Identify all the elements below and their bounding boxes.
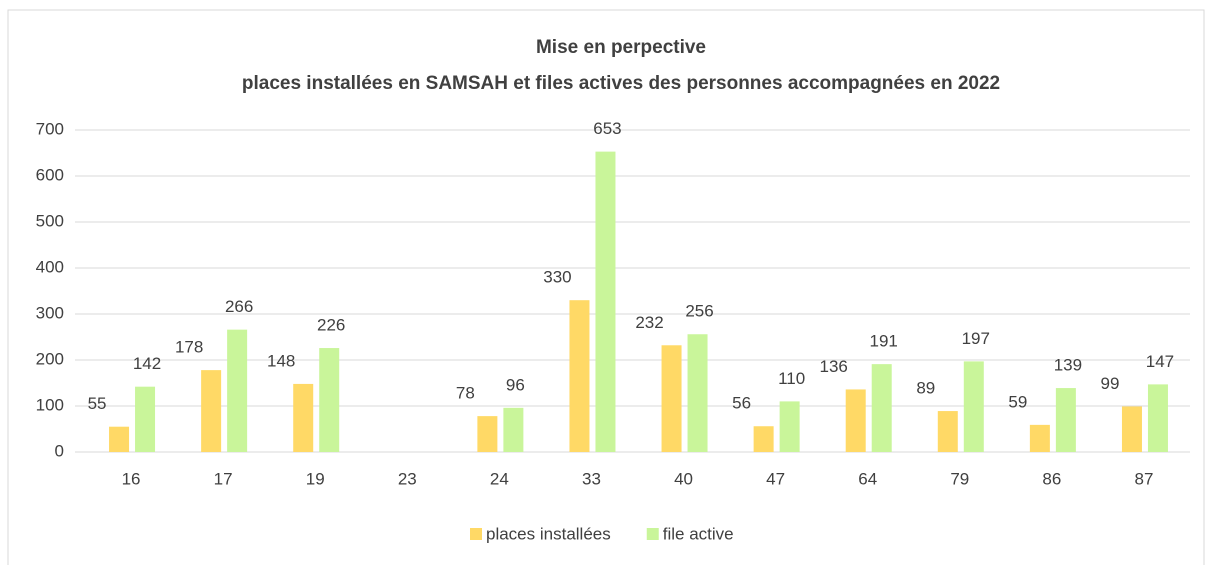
x-tick-label: 79 bbox=[950, 469, 969, 488]
value-label: 232 bbox=[635, 313, 663, 332]
value-label: 55 bbox=[88, 394, 107, 413]
value-label: 89 bbox=[916, 379, 935, 398]
bar bbox=[109, 426, 130, 452]
value-label: 256 bbox=[685, 302, 713, 321]
x-tick-label: 23 bbox=[398, 469, 417, 488]
y-tick-label: 500 bbox=[36, 211, 64, 230]
x-tick-label: 87 bbox=[1134, 469, 1153, 488]
value-label: 139 bbox=[1054, 356, 1082, 375]
chart-title: Mise en perpective bbox=[536, 37, 706, 58]
bar bbox=[845, 389, 866, 452]
value-label: 59 bbox=[1008, 392, 1027, 411]
x-tick-label: 47 bbox=[766, 469, 785, 488]
value-label: 178 bbox=[175, 338, 203, 357]
value-label: 197 bbox=[962, 329, 990, 348]
bar bbox=[227, 329, 248, 452]
y-tick-label: 200 bbox=[36, 349, 64, 368]
value-label: 96 bbox=[506, 375, 525, 394]
bar bbox=[503, 407, 524, 452]
y-tick-label: 400 bbox=[36, 257, 64, 276]
x-tick-label: 40 bbox=[674, 469, 693, 488]
legend-swatch bbox=[470, 528, 482, 540]
value-label: 191 bbox=[870, 332, 898, 351]
bar bbox=[569, 300, 590, 452]
value-label: 147 bbox=[1146, 352, 1174, 371]
y-tick-label: 0 bbox=[55, 441, 64, 460]
x-tick-label: 64 bbox=[858, 469, 877, 488]
bar bbox=[963, 361, 984, 452]
y-tick-label: 700 bbox=[36, 119, 64, 138]
chart-subtitle: places installées en SAMSAH et files act… bbox=[242, 73, 1000, 94]
x-tick-label: 19 bbox=[306, 469, 325, 488]
bar bbox=[687, 334, 708, 452]
value-label: 110 bbox=[778, 369, 805, 388]
value-label: 266 bbox=[225, 297, 253, 316]
value-label: 136 bbox=[820, 357, 848, 376]
bar bbox=[779, 401, 800, 452]
x-tick-label: 17 bbox=[214, 469, 233, 488]
y-tick-label: 300 bbox=[36, 303, 64, 322]
value-label: 653 bbox=[593, 119, 621, 138]
bar bbox=[201, 370, 222, 452]
value-label: 56 bbox=[732, 394, 751, 413]
value-label: 226 bbox=[317, 316, 345, 335]
x-tick-label: 24 bbox=[490, 469, 509, 488]
value-label: 142 bbox=[133, 354, 161, 373]
bar bbox=[871, 364, 892, 452]
bar bbox=[753, 426, 774, 452]
bar bbox=[1029, 424, 1050, 452]
value-label: 99 bbox=[1100, 374, 1119, 393]
x-tick-label: 33 bbox=[582, 469, 601, 488]
bar bbox=[1147, 384, 1168, 452]
value-label: 148 bbox=[267, 351, 295, 370]
value-label: 78 bbox=[456, 384, 475, 403]
bar bbox=[477, 416, 498, 452]
bar bbox=[293, 383, 314, 452]
bar bbox=[937, 411, 958, 452]
legend-label: places installées bbox=[486, 524, 611, 543]
bar bbox=[1121, 406, 1142, 452]
bar bbox=[1055, 388, 1076, 452]
y-tick-label: 100 bbox=[36, 395, 64, 414]
bar bbox=[319, 348, 340, 452]
x-tick-label: 16 bbox=[122, 469, 141, 488]
bar bbox=[135, 386, 156, 452]
x-tick-label: 86 bbox=[1042, 469, 1061, 488]
bar bbox=[595, 151, 616, 452]
legend-label: file active bbox=[663, 524, 734, 543]
legend-swatch bbox=[646, 528, 659, 540]
bar bbox=[661, 345, 682, 452]
value-label: 330 bbox=[543, 268, 571, 287]
y-tick-label: 600 bbox=[36, 165, 64, 184]
